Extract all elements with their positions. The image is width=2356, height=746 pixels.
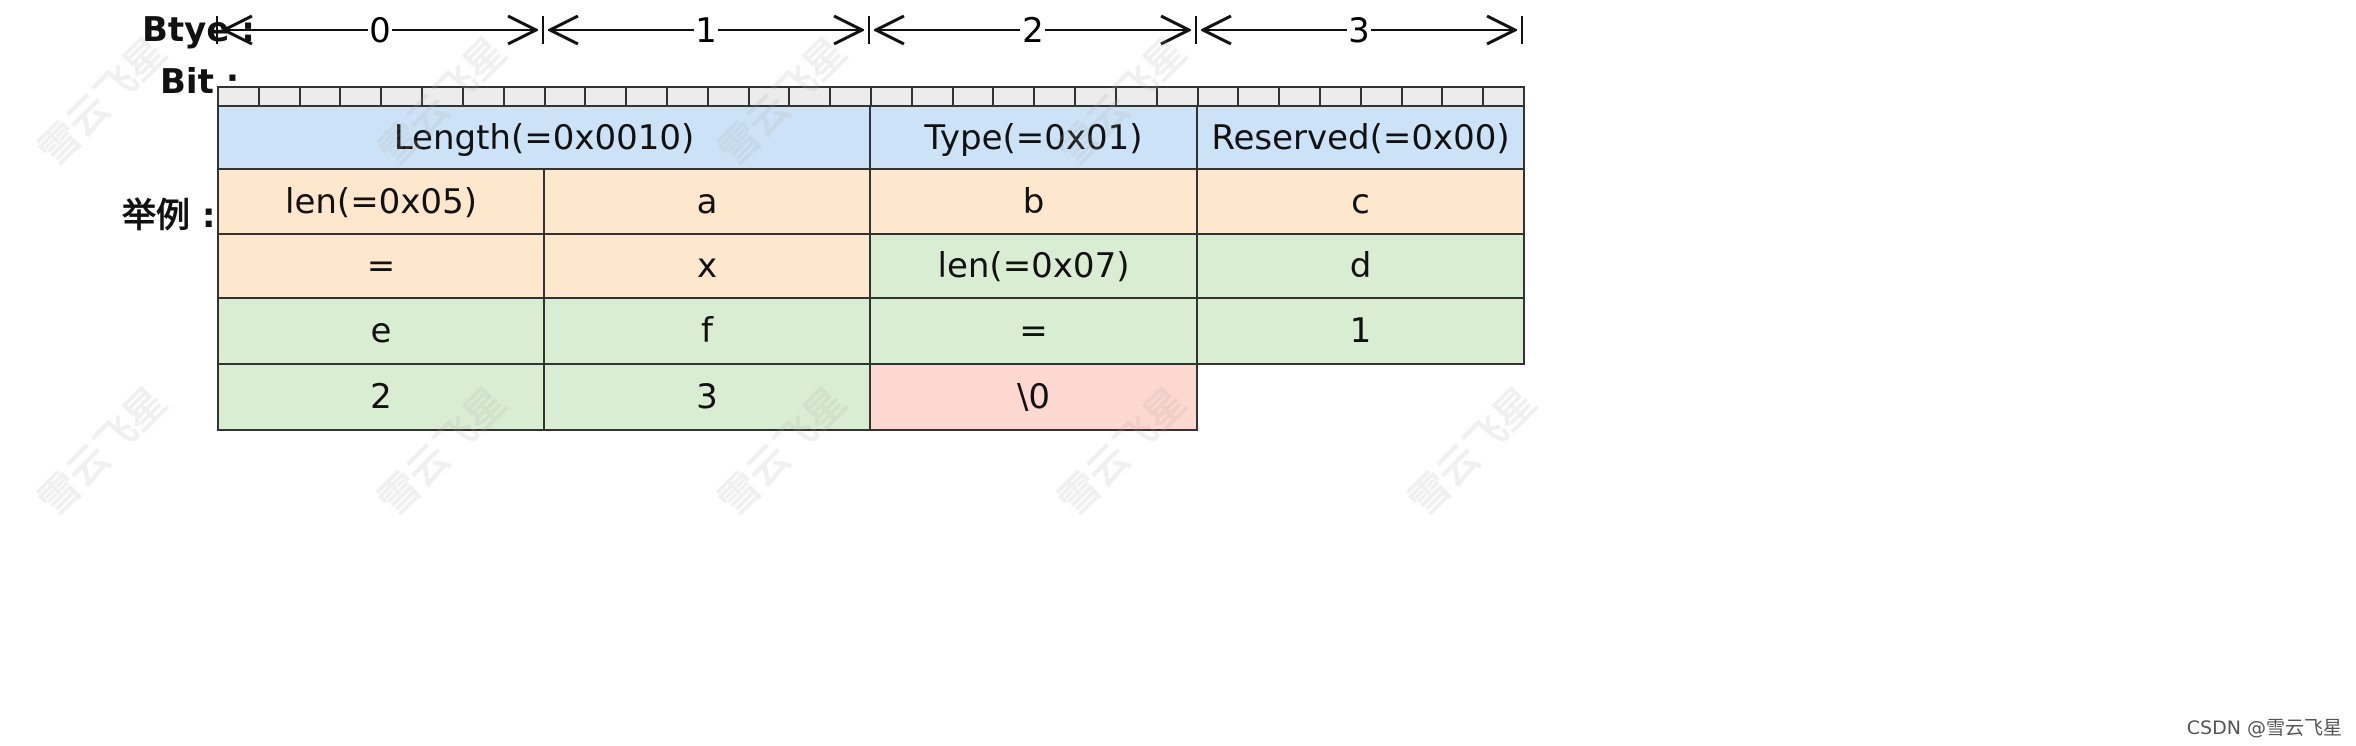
byte-label-1: 1 (695, 11, 717, 51)
watermark: 雪云飞星 (1399, 378, 1546, 525)
cell-r1-c3: b (869, 168, 1198, 235)
cell-r4-c3-terminator: \0 (869, 363, 1198, 431)
cell-r2-c3: len(=0x07) (869, 233, 1198, 299)
example-row-label: 举例 : (122, 196, 216, 236)
cell-r2-c2: x (543, 233, 871, 299)
byte-label-3: 3 (1348, 11, 1370, 51)
byte-row-label: Btye : (142, 10, 255, 50)
cell-r4-c1: 2 (217, 363, 545, 431)
length-field: Length(=0x0010) (217, 105, 871, 170)
cell-r2-c4: d (1196, 233, 1525, 299)
cell-r3-c1: e (217, 297, 545, 365)
cell-r3-c2: f (543, 297, 871, 365)
cell-r1-c4: c (1196, 168, 1525, 235)
cell-r4-c2: 3 (543, 363, 871, 431)
cell-r3-c4: 1 (1196, 297, 1525, 365)
byte-ruler: 0 1 2 3 (216, 11, 1523, 51)
cell-r1-c1: len(=0x05) (217, 168, 545, 235)
reserved-field: Reserved(=0x00) (1196, 105, 1525, 170)
watermark: 雪云飞星 (29, 378, 176, 525)
cell-r1-c2: a (543, 168, 871, 235)
byte-label-2: 2 (1022, 11, 1044, 51)
source-credit: CSDN @雪云飞星 (2186, 717, 2342, 739)
type-field: Type(=0x01) (869, 105, 1198, 170)
cell-r2-c1: = (217, 233, 545, 299)
byte-label-0: 0 (369, 11, 391, 51)
cell-r3-c3: = (869, 297, 1198, 365)
